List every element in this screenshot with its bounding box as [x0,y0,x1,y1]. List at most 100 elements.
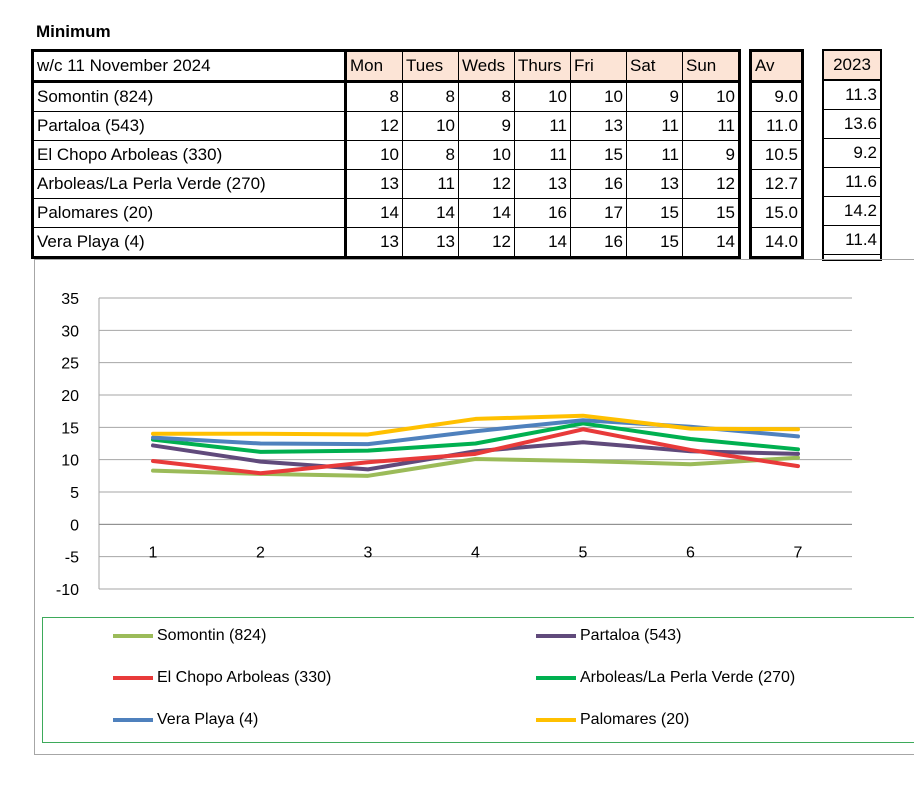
day-header: Tues [402,50,459,83]
legend-label: Somontin (824) [157,627,267,644]
year-cell: 11.4 [822,225,882,255]
legend-swatch [113,634,153,638]
year-2023-table: 2023 11.3 13.6 9.2 11.6 14.2 11.4 [822,49,882,261]
temp-cell: 13 [402,227,459,258]
year-cell: 11.3 [822,79,882,110]
av-cell: 12.7 [750,169,803,199]
temp-cell: 13 [570,111,627,141]
x-tick-label: 4 [471,544,480,561]
av-cell: 11.0 [750,111,803,141]
av-cell: 14.0 [750,227,803,258]
av-row: 10.5 [750,140,803,170]
temp-cell: 15 [626,198,683,228]
station-name: Vera Playa (4) [32,227,347,258]
temp-cell: 13 [345,227,403,258]
y-tick-label: 15 [61,420,79,437]
temp-cell: 16 [514,198,571,228]
legend-swatch [536,718,576,722]
legend-item: Partaloa (543) [536,627,681,645]
table-row: Arboleas/La Perla Verde (270) 13 11 12 13 16 1… [32,169,740,199]
y-tick-label: 25 [61,356,79,373]
y-tick-label: -5 [65,550,79,567]
av-row: 12.7 [750,169,803,199]
av-header: Av [750,50,803,83]
y-tick-label: -10 [56,582,79,599]
table-row: Vera Playa (4) 13 13 12 14 16 15 14 [32,227,740,258]
x-tick-label: 2 [256,544,265,561]
table-header-row: w/c 11 November 2024 Mon Tues Weds Thurs Fri S… [32,50,740,83]
chart-area [34,259,914,755]
av-header-row: Av [750,50,803,83]
temp-cell: 15 [626,227,683,258]
legend-swatch [536,676,576,680]
y-tick-label: 20 [61,388,79,405]
temp-cell: 13 [514,169,571,199]
temp-cell: 14 [345,198,403,228]
table-row: El Chopo Arboleas (330) 10 8 10 11 15 11 9 [32,140,740,170]
year-cell-empty [822,254,882,260]
year-cell: 11.6 [822,167,882,197]
legend-item: Arboleas/La Perla Verde (270) [536,669,795,687]
chart-legend: Somontin (824) Partaloa (543) El Chopo Arb… [42,617,914,743]
legend-label: Partaloa (543) [580,627,682,644]
x-tick-label: 1 [149,544,158,561]
temp-cell: 11 [402,169,459,199]
year-cell: 9.2 [822,138,882,168]
year-header-row: 2023 [822,49,882,81]
temp-cell: 12 [458,169,515,199]
year-row: 9.2 [822,138,882,168]
minimum-temperature-table: w/c 11 November 2024 Mon Tues Weds Thurs Fri S… [31,49,741,259]
temp-cell: 14 [682,227,740,258]
series-line [151,427,800,476]
av-cell: 15.0 [750,198,803,228]
series-line [151,413,800,437]
x-tick-label: 3 [364,544,373,561]
legend-item: Vera Playa (4) [113,711,258,729]
day-header: Sun [682,50,740,83]
temp-cell: 11 [514,140,571,170]
temp-cell: 14 [514,227,571,258]
temp-cell: 9 [458,111,515,141]
year-row: 11.3 [822,79,882,110]
legend-swatch [536,634,576,638]
year-row: 13.6 [822,109,882,139]
av-row: 11.0 [750,111,803,141]
year-row: 11.6 [822,167,882,197]
x-tick-label: 6 [686,544,695,561]
station-name: El Chopo Arboleas (330) [32,140,347,170]
temp-cell: 16 [570,169,627,199]
page-title: Minimum [36,22,111,41]
legend-item: El Chopo Arboleas (330) [113,669,331,687]
station-name: Palomares (20) [32,198,347,228]
temp-cell: 10 [514,81,571,112]
temp-cell: 11 [626,111,683,141]
av-row: 15.0 [750,198,803,228]
legend-swatch [113,676,153,680]
legend-label: Arboleas/La Perla Verde (270) [580,669,796,686]
week-label: w/c 11 November 2024 [32,50,347,83]
legend-label: Vera Playa (4) [157,711,259,728]
temp-cell: 11 [682,111,740,141]
station-name: Somontin (824) [32,81,347,112]
temp-cell: 12 [682,169,740,199]
x-tick-label: 7 [794,544,803,561]
temp-cell: 10 [458,140,515,170]
legend-label: Palomares (20) [580,711,690,728]
x-tick-label: 5 [579,544,588,561]
table-row: Partaloa (543) 12 10 9 11 13 11 11 [32,111,740,141]
y-tick-label: 10 [61,453,79,470]
temp-cell: 8 [345,81,403,112]
year-row-empty [822,254,882,260]
temp-cell: 12 [458,227,515,258]
table-row: Palomares (20) 14 14 14 16 17 15 15 [32,198,740,228]
av-row: 14.0 [750,227,803,258]
day-header: Thurs [514,50,571,83]
year-cell: 13.6 [822,109,882,139]
y-tick-label: 35 [61,291,79,308]
station-name: Partaloa (543) [32,111,347,141]
y-tick-label: 0 [70,517,79,534]
day-header: Fri [570,50,627,83]
day-header: Sat [626,50,683,83]
y-tick-label: 30 [61,323,79,340]
